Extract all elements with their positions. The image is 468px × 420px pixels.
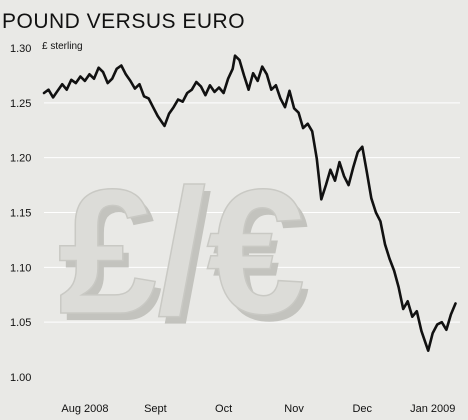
x-tick-label-4: Dec xyxy=(352,403,372,415)
x-tick-label-2: Oct xyxy=(215,403,232,415)
series-layer xyxy=(42,54,457,352)
watermark-symbol: £/€ xyxy=(58,152,305,351)
x-tick-label-1: Sept xyxy=(144,403,167,415)
y-tick-label-6: 1.00 xyxy=(10,372,31,384)
x-tick-label-3: Nov xyxy=(284,403,304,415)
y-tick-label-0: 1.30 xyxy=(10,43,31,55)
watermark-shadow: £/€ xyxy=(64,159,311,358)
series-line-0 xyxy=(42,54,457,352)
y-axis-unit-label: £ sterling xyxy=(42,41,83,52)
y-tick-label-2: 1.20 xyxy=(10,153,31,165)
gridlines xyxy=(44,102,460,323)
x-tick-label-0: Aug 2008 xyxy=(61,403,108,415)
y-axis-ticks: 1.30 1.25 1.20 1.15 1.10 1.05 1.00 xyxy=(10,43,31,384)
y-tick-label-4: 1.10 xyxy=(10,262,31,274)
y-tick-label-1: 1.25 xyxy=(10,98,31,110)
x-tick-label-5: Jan 2009 xyxy=(410,403,455,415)
y-tick-label-3: 1.15 xyxy=(10,208,31,220)
x-axis-ticks: Aug 2008 Sept Oct Nov Dec Jan 2009 xyxy=(61,403,455,415)
y-tick-label-5: 1.05 xyxy=(10,317,31,329)
currency-watermark: £/€ £/€ xyxy=(57,151,311,358)
chart-title: POUND VERSUS EURO xyxy=(2,10,245,33)
